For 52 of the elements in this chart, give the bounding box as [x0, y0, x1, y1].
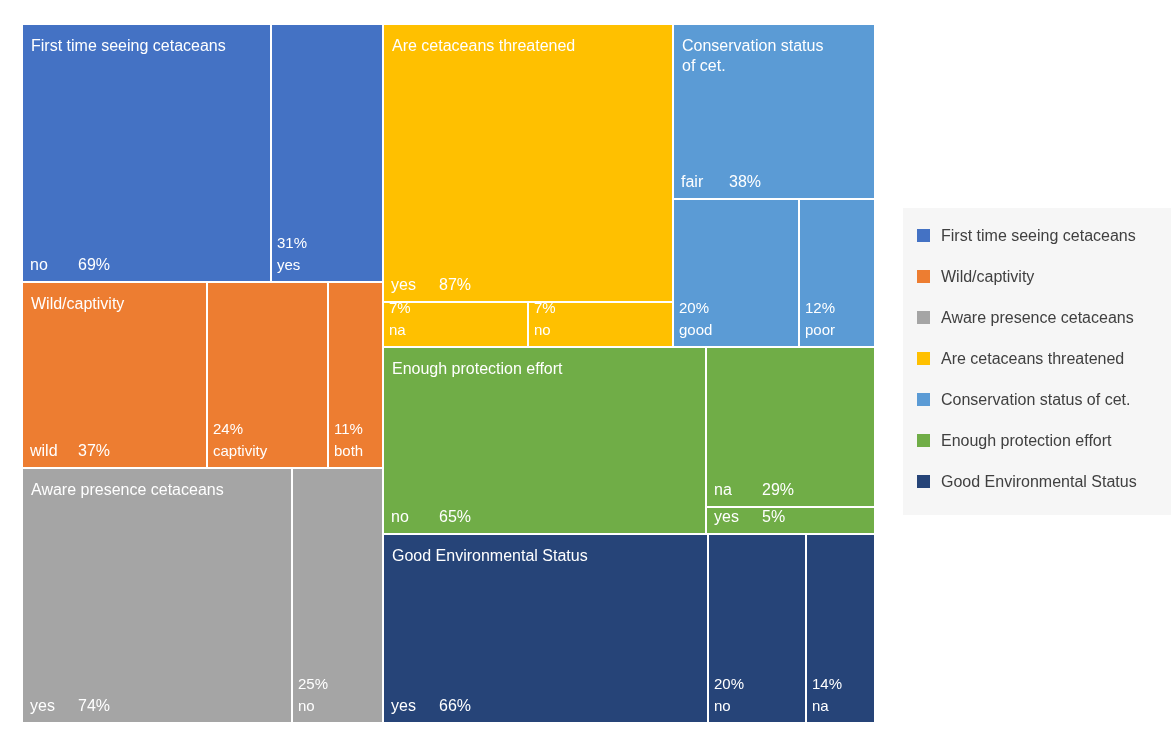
data-label: 7%	[389, 299, 411, 316]
data-label: 20%	[679, 299, 710, 316]
data-label: 14%	[812, 675, 843, 692]
category-label: wild	[29, 442, 58, 459]
data-label: 37%	[78, 442, 111, 459]
legend-label: First time seeing cetaceans	[941, 227, 1136, 244]
category-label: no	[298, 697, 315, 714]
category-label: no	[391, 508, 409, 525]
category-label: yes	[30, 697, 55, 714]
category-label: no	[30, 256, 48, 273]
text: Wild/captivity	[31, 295, 125, 312]
text: Enough protection effort	[392, 360, 563, 377]
category-label: yes	[277, 256, 301, 273]
data-label: 5%	[762, 508, 786, 525]
category-label: yes	[391, 276, 416, 293]
legend-label: Good Environmental Status	[941, 473, 1137, 490]
data-label: 11%	[334, 420, 363, 437]
legend-label: Wild/captivity	[941, 268, 1035, 285]
legend-label: Aware presence cetaceans	[941, 309, 1134, 326]
category-label: captivity	[213, 442, 268, 459]
text: First time seeing cetaceans	[31, 37, 226, 54]
data-label: 31%	[277, 234, 308, 251]
data-label: 24%	[213, 420, 244, 437]
data-label: 87%	[439, 276, 472, 293]
data-label: 12%	[805, 299, 836, 316]
legend-label: Are cetaceans threatened	[941, 350, 1125, 367]
legend-label: Conservation status of cet.	[941, 391, 1131, 408]
text: Aware presence cetaceans	[31, 481, 224, 498]
category-label: no	[534, 321, 551, 338]
data-label: 65%	[439, 508, 472, 525]
category-label: yes	[714, 508, 739, 525]
legend-label: Enough protection effort	[941, 432, 1113, 449]
category-label: na	[714, 481, 732, 498]
category-label: yes	[391, 697, 416, 714]
data-label: 29%	[762, 481, 795, 498]
text: Conservation status of cet.	[682, 37, 824, 74]
text: Good Environmental Status	[392, 547, 588, 564]
category-label: na	[389, 321, 407, 338]
data-label: 74%	[78, 697, 111, 714]
data-label: 69%	[78, 256, 111, 273]
category-label: good	[679, 321, 713, 338]
category-label: fair	[681, 173, 704, 190]
category-label: poor	[805, 321, 836, 338]
text: Are cetaceans threatened	[392, 37, 576, 54]
category-label: both	[334, 442, 364, 459]
data-label: 25%	[298, 675, 329, 692]
data-label: 38%	[729, 173, 762, 190]
data-label: 66%	[439, 697, 472, 714]
category-label: no	[714, 697, 731, 714]
data-label: 7%	[534, 299, 556, 316]
data-label: 20%	[714, 675, 745, 692]
category-label: na	[812, 697, 830, 714]
